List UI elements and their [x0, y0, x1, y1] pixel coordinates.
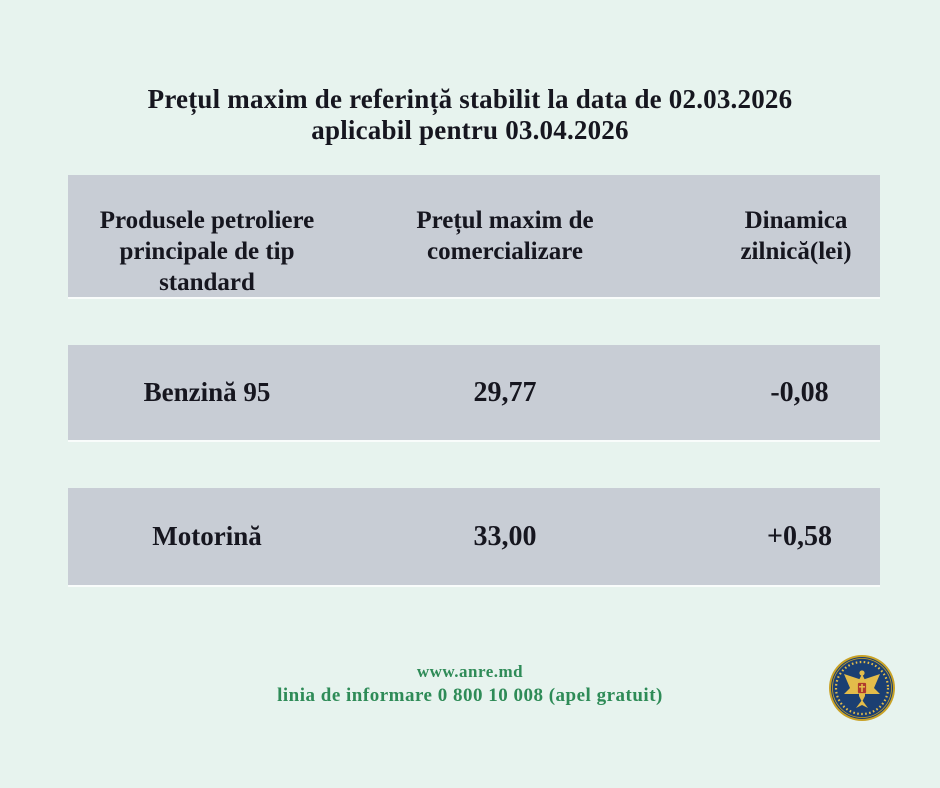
page-title-line1: Prețul maxim de referință stabilit la da…: [147, 84, 793, 114]
page-title-line2: aplicabil pentru 03.04.2026: [311, 115, 629, 145]
moldova-emblem-icon: [829, 655, 895, 721]
max-price-value: 33,00: [473, 520, 537, 552]
info-line-text: linia de informare 0 800 10 008 (apel gr…: [277, 685, 663, 706]
anre-seal-logo: [828, 654, 896, 722]
header-daily-dynamic-column: Dinamica zilnică(lei): [740, 207, 852, 265]
website-link[interactable]: www.anre.md: [416, 662, 524, 681]
daily-dynamic-value: -0,08: [770, 376, 829, 408]
product-name: Benzină 95: [143, 377, 271, 407]
table-header-row: Produsele petroliere principale de tip s…: [68, 175, 880, 297]
table-row: Motorină 33,00 +0,58: [68, 488, 880, 585]
product-name: Motorină: [152, 521, 262, 551]
max-price-value: 29,77: [473, 376, 537, 408]
page-title: Prețul maxim de referință stabilit la da…: [0, 84, 940, 146]
footer: www.anre.md linia de informare 0 800 10 …: [0, 661, 940, 709]
daily-dynamic-value: +0,58: [767, 520, 832, 552]
header-max-price-column: Prețul maxim de comercializare: [416, 207, 594, 265]
header-products-column: Produsele petroliere principale de tip s…: [99, 207, 315, 296]
table-row: Benzină 95 29,77 -0,08: [68, 345, 880, 440]
